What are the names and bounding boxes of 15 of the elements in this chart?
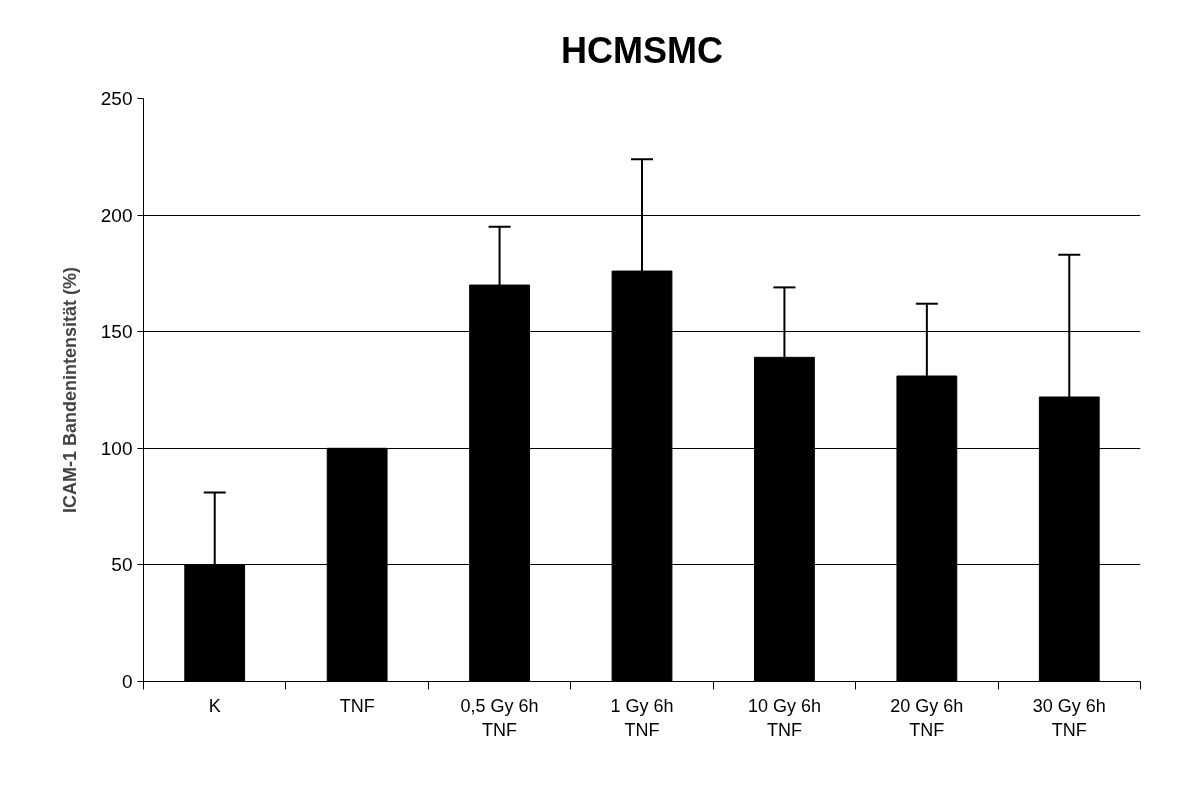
x-tick-label: 0,5 Gy 6h TNF [460, 695, 539, 740]
x-tick-label: TNF [339, 695, 375, 716]
x-tick-label: 30 Gy 6h TNF [1032, 695, 1106, 740]
x-tick-label: K [208, 695, 221, 716]
x-tick-label: 10 Gy 6h TNF [747, 695, 821, 740]
y-tick-label: 250 [100, 88, 133, 109]
y-tick-label: 50 [111, 554, 133, 576]
y-tick-label: 0 [121, 671, 133, 692]
y-axis-title: ICAM-1 Bandenintensität (%) [59, 266, 80, 513]
x-tick-label: 20 Gy 6h TNF [890, 695, 964, 740]
x-tick-label: 1 Gy 6h TNF [610, 695, 674, 740]
chart-title: HCMSMC [561, 30, 723, 71]
y-tick-label: 200 [100, 204, 133, 226]
y-tick-label: 150 [100, 321, 133, 343]
y-tick-label: 100 [100, 437, 133, 459]
